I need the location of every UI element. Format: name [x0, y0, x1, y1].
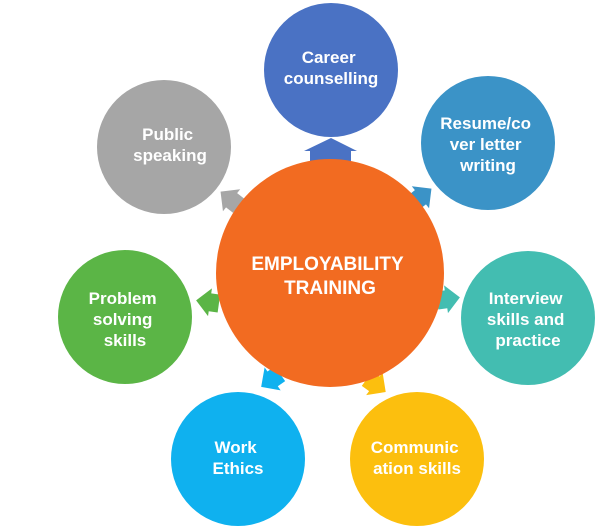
resume-writing-label: Resume/co ver letter writing [440, 114, 535, 175]
career-counselling-circle [264, 3, 398, 137]
work-ethics-circle [171, 392, 305, 526]
arrow-to-problem-solving [196, 288, 221, 317]
center-node: EMPLOYABILITY TRAINING [216, 159, 444, 387]
problem-solving-label: Problem solving skills [89, 289, 162, 350]
resume-writing-circle [421, 76, 555, 210]
node-work-ethics: Work Ethics [171, 392, 305, 526]
node-public-speaking: Public speaking [97, 80, 231, 214]
node-interview-skills: Interview skills and practice [461, 251, 595, 385]
connector-arrows [196, 138, 460, 396]
arrow-to-resume-writing [408, 186, 432, 210]
arrow-to-work-ethics [261, 366, 286, 391]
node-problem-solving: Problem solving skills [58, 250, 192, 384]
arrow-to-communication-skills [361, 371, 386, 396]
node-communication-skills: Communic ation skills [350, 392, 484, 526]
public-speaking-label: Public speaking [133, 125, 207, 165]
node-resume-writing: Resume/co ver letter writing [421, 76, 555, 210]
career-counselling-label: Career counselling [284, 48, 378, 88]
center-label: EMPLOYABILITY TRAINING [251, 254, 408, 299]
arrow-to-public-speaking [220, 189, 245, 213]
public-speaking-circle [97, 80, 231, 214]
problem-solving-circle [58, 250, 192, 384]
communication-skills-label: Communic ation skills [371, 438, 464, 478]
work-ethics-label: Work Ethics [212, 438, 263, 478]
node-career-counselling: Career counselling [264, 3, 398, 137]
arrow-to-career-counselling [304, 138, 357, 162]
interview-skills-circle [461, 251, 595, 385]
communication-skills-circle [350, 392, 484, 526]
center-circle [216, 159, 444, 387]
interview-skills-label: Interview skills and practice [487, 289, 569, 350]
